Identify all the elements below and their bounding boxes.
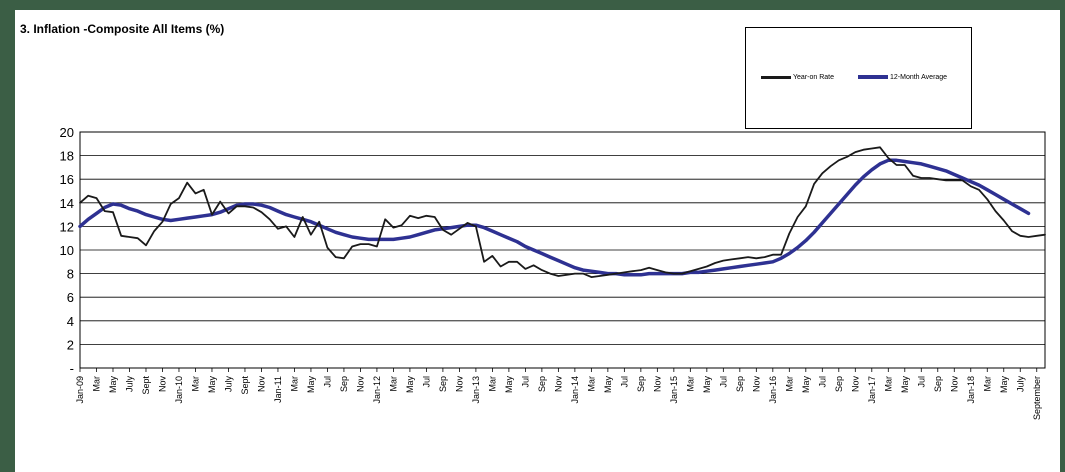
x-tick-label: Nov [850,376,860,393]
legend-swatch-12-month-average [858,75,888,79]
x-tick-label: May [900,376,910,394]
x-tick-label: Nov [553,376,563,393]
legend-item-12-month-average: 12-Month Average [858,72,947,82]
y-tick-label: 8 [67,267,74,282]
x-tick-label: Mar [289,376,299,392]
x-tick-label: Jan-16 [768,376,778,404]
x-tick-label: Jan-17 [867,376,877,404]
x-tick-label: Sep [933,376,943,392]
x-tick-label: May [801,376,811,394]
x-tick-label: Nov [256,376,266,393]
legend: Year-on Rate 12-Month Average [745,27,972,129]
x-tick-label: July [1015,376,1025,393]
y-tick-label: 16 [60,172,74,187]
line-chart: - 2 4 6 8 10 12 14 16 18 20 Jan-09 Mar May July Sept Nov… [60,125,1046,420]
x-tick-label: May [702,376,712,394]
x-tick-label: May [207,376,217,394]
x-tick-label: Mar [982,376,992,392]
y-tick-label: 10 [60,243,74,258]
x-tick-label: Jan-15 [669,376,679,404]
x-tick-label: May [405,376,415,394]
x-tick-label: Mar [487,376,497,392]
x-tick-label: Mar [883,376,893,392]
x-tick-label: Sep [834,376,844,392]
x-tick-label: Jan-12 [372,376,382,404]
x-tick-label: Nov [157,376,167,393]
x-tick-label: Mar [586,376,596,392]
x-tick-label: Mar [91,376,101,392]
x-tick-label: Jan-14 [570,376,580,404]
x-tick-label: Sep [636,376,646,392]
legend-label-year-on-rate: Year-on Rate [793,73,834,81]
x-tick-label: Jul [916,376,926,388]
x-tick-label: Nov [751,376,761,393]
x-tick-label: Jan-10 [174,376,184,404]
x-tick-label: Sep [438,376,448,392]
x-tick-label: Nov [355,376,365,393]
chart-panel: 3. Inflation -Composite All Items (%) Ye… [15,10,1060,472]
x-tick-label: Nov [454,376,464,393]
x-tick-label: Jan-11 [273,376,283,403]
legend-item-year-on-rate: Year-on Rate [761,72,834,82]
x-tick-label: May [999,376,1009,394]
legend-label-12-month-average: 12-Month Average [890,73,948,81]
plot-area-border [79,131,1046,369]
x-tick-label: Jul [718,376,728,388]
x-tick-label: Sep [537,376,547,392]
series-line-12-month-average [78,158,1031,277]
y-tick-label: 18 [60,149,74,164]
x-tick-label: Jul [322,376,332,388]
x-tick-label: Jul [817,376,827,388]
series-line-year-on-rate [79,146,1046,279]
y-tick-label: 2 [67,337,74,352]
x-tick-label: Mar [190,376,200,392]
x-tick-label: Jul [520,376,530,388]
x-tick-label: July [223,376,233,393]
x-tick-label: Jul [619,376,629,388]
x-tick-label: Nov [949,376,959,393]
x-tick-label: Sept [141,376,151,395]
legend-swatch-year-on-rate [761,75,791,79]
x-tick-label: Sep [735,376,745,392]
y-tick-label: 12 [60,219,74,234]
y-tick-label: - [70,361,74,376]
x-tick-label: May [108,376,118,394]
x-tick-label: Sept [240,376,250,395]
x-tick-label: May [603,376,613,394]
x-tick-label: May [504,376,514,394]
x-tick-label: Jan-13 [471,376,481,404]
x-tick-label: Sep [339,376,349,392]
x-tick-label: May [306,376,316,394]
x-tick-label: Jan-18 [966,376,976,404]
y-tick-label: 6 [67,290,74,305]
x-tick-label: September [1032,376,1042,420]
x-tick-label: Nov [652,376,662,393]
x-tick-label: Jul [421,376,431,388]
x-tick-label: July [124,376,134,393]
y-tick-label: 20 [60,125,74,140]
chart-title: 3. Inflation -Composite All Items (%) [20,22,225,36]
y-tick-label: 4 [67,314,74,329]
x-tick-label: Mar [388,376,398,392]
y-tick-label: 14 [60,196,74,211]
x-tick-label: Jan-09 [75,376,85,404]
x-tick-label: Mar [685,376,695,392]
x-tick-label: Mar [784,376,794,392]
